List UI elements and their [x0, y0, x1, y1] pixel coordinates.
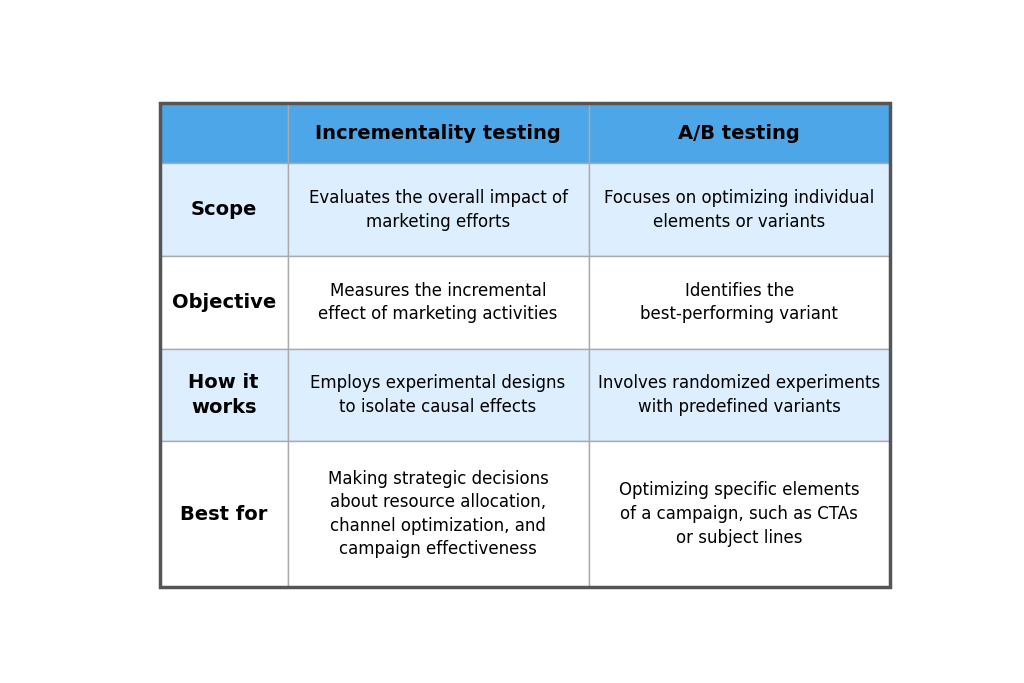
Bar — [160, 103, 288, 163]
Text: Optimizing specific elements
of a campaign, such as CTAs
or subject lines: Optimizing specific elements of a campai… — [618, 482, 859, 546]
Text: Identifies the
best-performing variant: Identifies the best-performing variant — [640, 281, 839, 323]
Bar — [288, 163, 589, 256]
Text: Evaluates the overall impact of
marketing efforts: Evaluates the overall impact of marketin… — [308, 189, 567, 231]
Text: Making strategic decisions
about resource allocation,
channel optimization, and
: Making strategic decisions about resourc… — [328, 470, 549, 559]
Text: Involves randomized experiments
with predefined variants: Involves randomized experiments with pre… — [598, 374, 881, 416]
Bar — [160, 349, 288, 441]
Text: Scope: Scope — [190, 200, 257, 219]
Bar — [160, 441, 288, 587]
Bar — [288, 349, 589, 441]
Text: Focuses on optimizing individual
elements or variants: Focuses on optimizing individual element… — [604, 189, 874, 231]
Text: Objective: Objective — [171, 293, 275, 312]
Text: Employs experimental designs
to isolate causal effects: Employs experimental designs to isolate … — [310, 374, 565, 416]
Bar — [288, 441, 589, 587]
Bar — [589, 441, 890, 587]
Text: A/B testing: A/B testing — [678, 124, 800, 143]
Text: How it
works: How it works — [188, 373, 259, 417]
Bar — [589, 103, 890, 163]
Bar — [288, 256, 589, 349]
Bar — [589, 349, 890, 441]
Bar — [589, 256, 890, 349]
Bar — [288, 103, 589, 163]
Text: Best for: Best for — [180, 505, 267, 524]
Bar — [160, 163, 288, 256]
Bar — [589, 163, 890, 256]
Text: Incrementality testing: Incrementality testing — [315, 124, 561, 143]
Bar — [160, 256, 288, 349]
Text: Measures the incremental
effect of marketing activities: Measures the incremental effect of marke… — [318, 281, 558, 323]
